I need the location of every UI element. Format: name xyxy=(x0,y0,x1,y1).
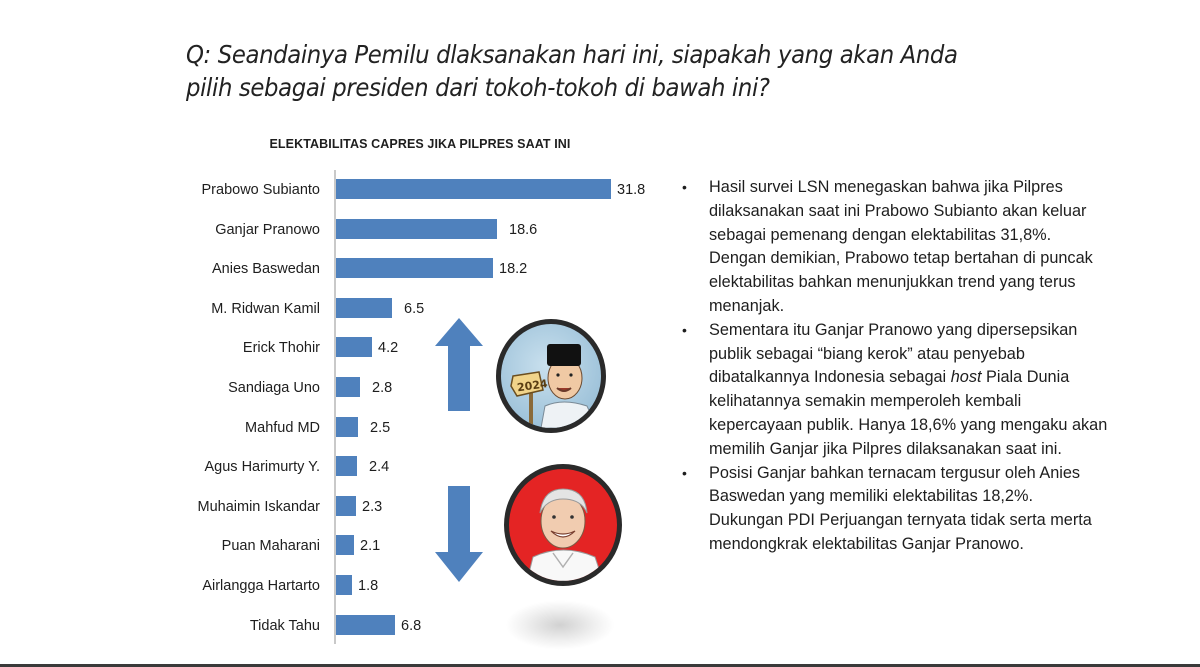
bar xyxy=(336,218,497,239)
value-label: 6.5 xyxy=(404,300,425,317)
chart-row: Tidak Tahu 6.8 xyxy=(0,614,660,637)
ganjar-caricature-icon xyxy=(504,464,622,586)
chart-row: M. Ridwan Kamil 6.5 xyxy=(0,297,660,320)
value-label: 2.8 xyxy=(372,380,393,396)
bullet-text: Piala Dunia kelihatannya semakin mempero… xyxy=(709,368,1108,458)
bar xyxy=(336,575,352,595)
value-label: 6.8 xyxy=(401,617,422,634)
bullet-dot-icon: • xyxy=(682,464,687,481)
category-label: Muhaimin Iskandar xyxy=(197,498,321,515)
bullet-dot-icon: • xyxy=(682,321,687,338)
question-line-2: pilih sebagai presiden dari tokoh-tokoh … xyxy=(186,73,770,102)
bullet-text-italic: host xyxy=(950,368,982,387)
chart-row: Mahfud MD 2.5 xyxy=(0,416,660,439)
value-label: 1.8 xyxy=(358,578,379,594)
value-label: 2.3 xyxy=(362,498,383,515)
category-label: Anies Baswedan xyxy=(211,261,320,278)
chart-row: Sandiaga Uno 2.8 xyxy=(0,377,660,399)
bullet-text: Sementara itu Ganjar Pranowo yang dipers… xyxy=(709,320,1078,387)
category-label: Mahfud MD xyxy=(245,419,320,436)
chart-row: Agus Harimurty Y. 2.4 xyxy=(0,456,660,478)
value-label: 2.4 xyxy=(369,459,390,476)
y-axis-line xyxy=(334,170,336,644)
bar xyxy=(336,535,354,556)
bar xyxy=(336,179,611,199)
sign-text: 2024 xyxy=(516,377,548,394)
category-label: Erick Thohir xyxy=(242,340,320,357)
chart-row: Airlangga Hartarto 1.8 xyxy=(0,575,660,597)
bullet-dot-icon: • xyxy=(682,179,687,195)
bar xyxy=(336,495,356,516)
value-label: 18.2 xyxy=(499,261,528,278)
value-label: 4.2 xyxy=(378,340,399,357)
bottom-divider xyxy=(0,664,1200,667)
summary-bullet: • Sementara itu Ganjar Pranowo yang diper… xyxy=(678,319,1108,462)
value-label: 2.1 xyxy=(360,538,381,555)
chart-row: Prabowo Subianto 31.8 xyxy=(0,179,660,201)
bar xyxy=(336,297,392,318)
category-label: Puan Maharani xyxy=(221,538,320,555)
chart-row: Ganjar Pranowo 18.6 xyxy=(0,218,660,241)
chart-row: Puan Maharani 2.1 xyxy=(0,535,660,557)
arrow-up-icon xyxy=(435,318,483,411)
portrait-shadow xyxy=(505,600,615,650)
category-label: Prabowo Subianto xyxy=(201,182,321,198)
category-label: Tidak Tahu xyxy=(249,617,320,634)
survey-question: Q: Seandainya Pemilu dlaksanakan hari in… xyxy=(186,38,1023,104)
question-line-1: Q: Seandainya Pemilu dlaksanakan hari in… xyxy=(186,40,958,69)
bar xyxy=(336,456,357,477)
value-label: 2.5 xyxy=(370,419,391,436)
summary-bullet: • Hasil survei LSN menegaskan bahwa jika … xyxy=(678,176,1108,319)
chart-row: Anies Baswedan 18.2 xyxy=(0,258,660,280)
summary-bullet: • Posisi Ganjar bahkan ternacam tergusur … xyxy=(678,462,1108,557)
value-label: 18.6 xyxy=(509,221,538,238)
category-label: Ganjar Pranowo xyxy=(215,221,320,238)
bullet-text: Hasil survei LSN menegaskan bahwa jika P… xyxy=(709,178,1093,315)
prabowo-caricature-icon: 2024 xyxy=(496,319,606,433)
bar xyxy=(336,258,493,279)
bullet-text: Posisi Ganjar bahkan ternacam tergusur o… xyxy=(709,463,1092,553)
chart-title: ELEKTABILITAS CAPRES JIKA PILPRES SAAT I… xyxy=(269,137,571,151)
category-label: Airlangga Hartarto xyxy=(202,578,320,594)
bar xyxy=(336,416,358,437)
category-label: Agus Harimurty Y. xyxy=(204,459,320,476)
arrow-down-icon xyxy=(435,486,483,582)
summary-bullet-list: • Hasil survei LSN menegaskan bahwa jika … xyxy=(678,176,1108,557)
value-label: 31.8 xyxy=(617,182,646,198)
bar xyxy=(336,337,372,358)
bar xyxy=(336,614,395,635)
chart-row: Erick Thohir 4.2 xyxy=(0,337,660,359)
category-label: M. Ridwan Kamil xyxy=(211,300,320,317)
bar xyxy=(336,377,360,397)
chart-row: Muhaimin Iskandar 2.3 xyxy=(0,495,660,518)
category-label: Sandiaga Uno xyxy=(228,380,320,396)
